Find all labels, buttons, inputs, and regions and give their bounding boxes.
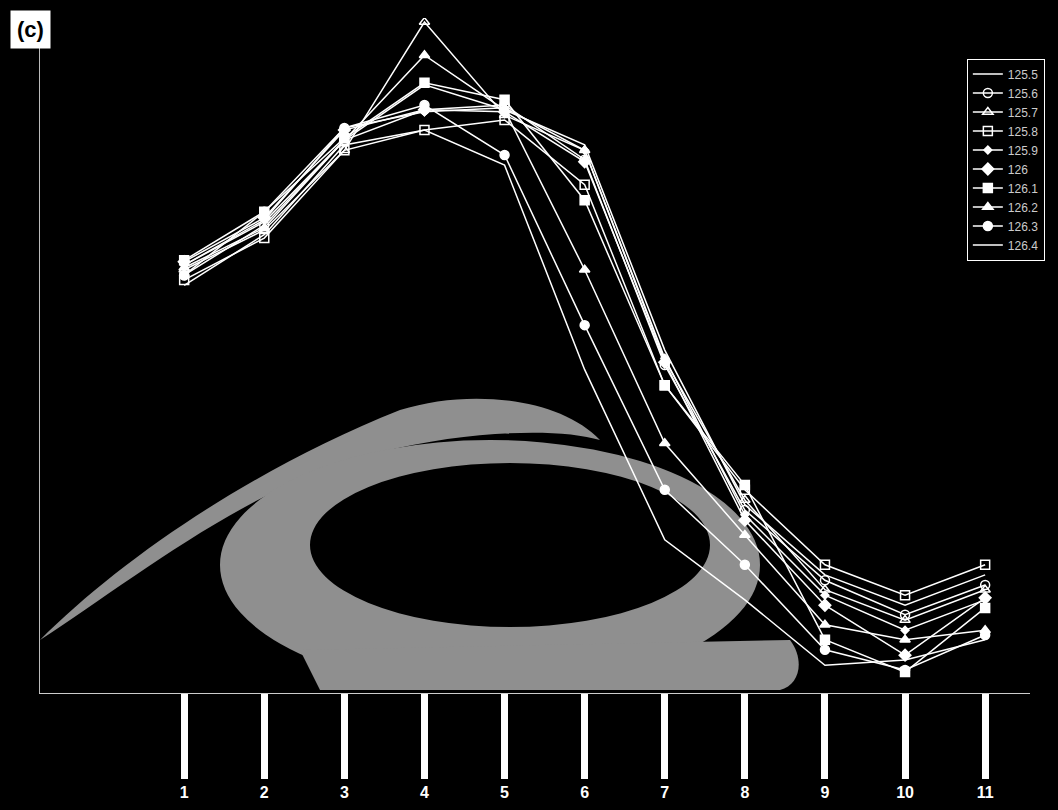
svg-text:126.3: 126.3 [1008, 220, 1038, 234]
svg-text:2: 2 [260, 784, 269, 801]
svg-text:1: 1 [180, 784, 189, 801]
svg-text:(c): (c) [17, 17, 44, 42]
svg-text:125.7: 125.7 [1008, 106, 1038, 120]
svg-text:7: 7 [660, 784, 669, 801]
svg-text:3: 3 [340, 784, 349, 801]
svg-text:126: 126 [1008, 163, 1028, 177]
svg-text:5: 5 [500, 784, 509, 801]
svg-text:126.2: 126.2 [1008, 201, 1038, 215]
svg-text:11: 11 [977, 784, 994, 801]
svg-text:8: 8 [740, 784, 749, 801]
svg-text:125.9: 125.9 [1008, 144, 1038, 158]
svg-text:126.1: 126.1 [1008, 182, 1038, 196]
svg-text:4: 4 [420, 784, 429, 801]
svg-text:10: 10 [896, 784, 914, 801]
svg-text:125.5: 125.5 [1008, 68, 1038, 82]
svg-text:9: 9 [820, 784, 829, 801]
svg-text:125.6: 125.6 [1008, 87, 1038, 101]
svg-text:126.4: 126.4 [1008, 239, 1038, 253]
svg-text:125.8: 125.8 [1008, 125, 1038, 139]
svg-text:6: 6 [580, 784, 589, 801]
